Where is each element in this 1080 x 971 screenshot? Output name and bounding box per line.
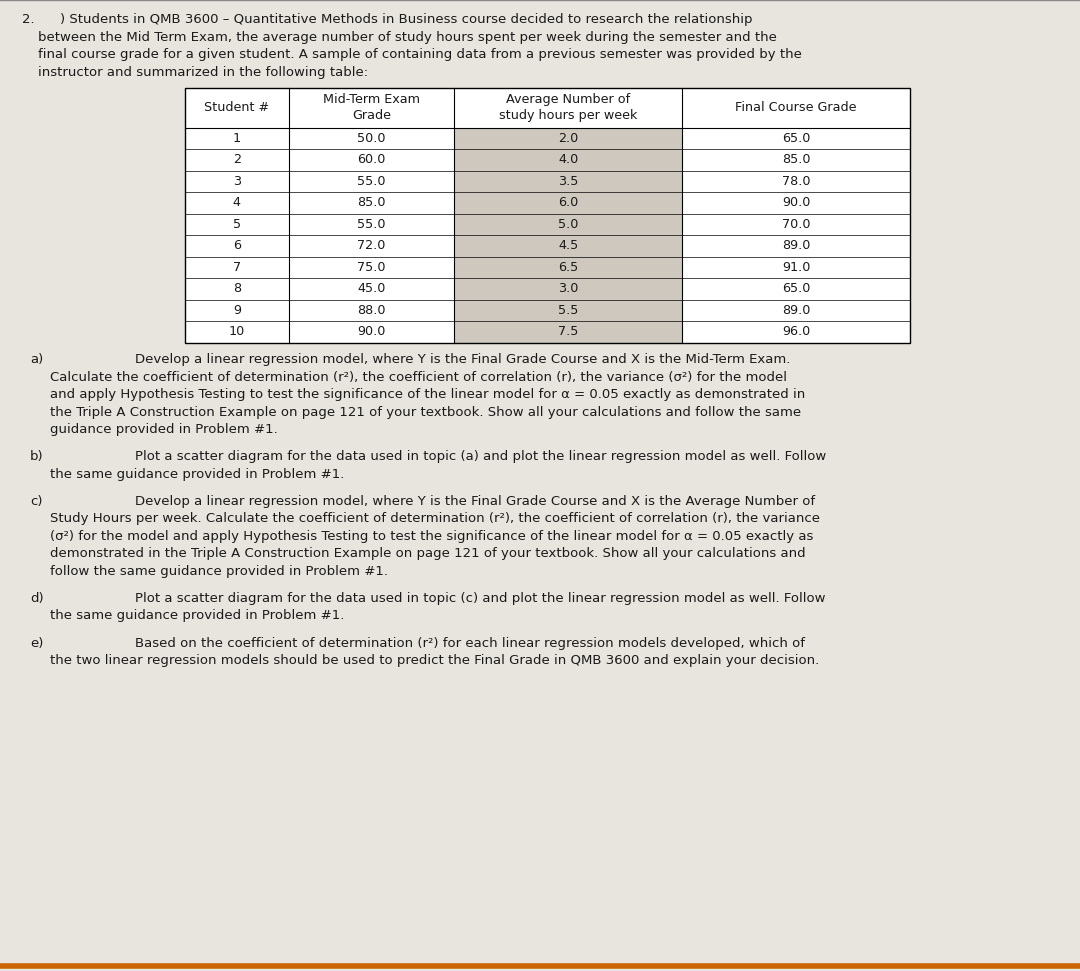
Text: Plot a scatter diagram for the data used in topic (a) and plot the linear regres: Plot a scatter diagram for the data used… xyxy=(135,451,826,463)
Text: Calculate the coefficient of determination (r²), the coefficient of correlation : Calculate the coefficient of determinati… xyxy=(50,371,787,384)
Text: follow the same guidance provided in Problem #1.: follow the same guidance provided in Pro… xyxy=(50,565,388,578)
Text: 70.0: 70.0 xyxy=(782,218,810,231)
Bar xyxy=(454,150,683,171)
Bar xyxy=(454,214,683,235)
Text: 9: 9 xyxy=(233,304,241,317)
Bar xyxy=(185,127,910,150)
Text: Develop a linear regression model, where Y is the Final Grade Course and X is th: Develop a linear regression model, where… xyxy=(135,353,791,366)
Bar xyxy=(185,256,910,278)
Text: (σ²) for the model and apply Hypothesis Testing to test the significance of the : (σ²) for the model and apply Hypothesis … xyxy=(50,530,813,543)
Bar xyxy=(454,321,683,343)
Text: 4.5: 4.5 xyxy=(558,240,578,252)
Text: d): d) xyxy=(30,592,43,605)
Text: Final Course Grade: Final Course Grade xyxy=(735,101,856,115)
Text: 89.0: 89.0 xyxy=(782,240,810,252)
Text: e): e) xyxy=(30,637,43,650)
Text: 91.0: 91.0 xyxy=(782,261,810,274)
Text: 3.0: 3.0 xyxy=(558,283,579,295)
Bar xyxy=(185,171,910,192)
Bar xyxy=(454,300,683,321)
Bar xyxy=(454,256,683,278)
Text: b): b) xyxy=(30,451,43,463)
Text: 2: 2 xyxy=(233,153,241,166)
Bar xyxy=(185,321,910,343)
Text: 55.0: 55.0 xyxy=(357,218,386,231)
Text: Study Hours per week. Calculate the coefficient of determination (r²), the coeff: Study Hours per week. Calculate the coef… xyxy=(50,513,820,525)
Text: 2.0: 2.0 xyxy=(558,132,578,145)
Text: a): a) xyxy=(30,353,43,366)
Text: Mid-Term Exam
Grade: Mid-Term Exam Grade xyxy=(323,93,420,122)
Text: 45.0: 45.0 xyxy=(357,283,386,295)
Bar xyxy=(185,87,910,343)
Bar xyxy=(185,150,910,171)
Text: 3: 3 xyxy=(233,175,241,187)
Text: between the Mid Term Exam, the average number of study hours spent per week duri: between the Mid Term Exam, the average n… xyxy=(38,31,777,44)
Text: ) Students in QMB 3600 – Quantitative Methods in Business course decided to rese: ) Students in QMB 3600 – Quantitative Me… xyxy=(60,14,753,26)
Bar xyxy=(185,87,910,127)
Text: demonstrated in the Triple A Construction Example on page 121 of your textbook. : demonstrated in the Triple A Constructio… xyxy=(50,548,806,560)
Text: 4: 4 xyxy=(233,196,241,210)
Text: the same guidance provided in Problem #1.: the same guidance provided in Problem #1… xyxy=(50,610,345,622)
Text: 65.0: 65.0 xyxy=(782,132,810,145)
Text: instructor and summarized in the following table:: instructor and summarized in the followi… xyxy=(38,66,368,79)
Text: 72.0: 72.0 xyxy=(357,240,386,252)
Bar xyxy=(185,300,910,321)
Text: 5: 5 xyxy=(233,218,241,231)
Bar xyxy=(454,192,683,214)
Text: and apply Hypothesis Testing to test the significance of the linear model for α : and apply Hypothesis Testing to test the… xyxy=(50,388,806,401)
Text: 85.0: 85.0 xyxy=(357,196,386,210)
Text: 4.0: 4.0 xyxy=(558,153,578,166)
Bar xyxy=(185,192,910,214)
Text: 8: 8 xyxy=(233,283,241,295)
Text: 89.0: 89.0 xyxy=(782,304,810,317)
Text: Average Number of
study hours per week: Average Number of study hours per week xyxy=(499,93,637,122)
Text: 5.5: 5.5 xyxy=(558,304,579,317)
Bar xyxy=(454,235,683,256)
Text: final course grade for a given student. A sample of containing data from a previ: final course grade for a given student. … xyxy=(38,49,801,61)
Text: 90.0: 90.0 xyxy=(782,196,810,210)
Text: 60.0: 60.0 xyxy=(357,153,386,166)
Bar xyxy=(185,214,910,235)
Text: the two linear regression models should be used to predict the Final Grade in QM: the two linear regression models should … xyxy=(50,654,820,667)
Text: Based on the coefficient of determination (r²) for each linear regression models: Based on the coefficient of determinatio… xyxy=(135,637,805,650)
Text: 50.0: 50.0 xyxy=(357,132,386,145)
Text: Student #: Student # xyxy=(204,101,269,115)
Text: 6: 6 xyxy=(233,240,241,252)
Text: c): c) xyxy=(30,495,42,508)
Bar xyxy=(454,171,683,192)
Bar xyxy=(185,235,910,256)
Text: 5.0: 5.0 xyxy=(558,218,579,231)
Text: 85.0: 85.0 xyxy=(782,153,810,166)
Bar xyxy=(454,278,683,300)
Text: 2.: 2. xyxy=(22,14,35,26)
Text: 65.0: 65.0 xyxy=(782,283,810,295)
Text: 88.0: 88.0 xyxy=(357,304,386,317)
Text: 78.0: 78.0 xyxy=(782,175,810,187)
Text: Plot a scatter diagram for the data used in topic (c) and plot the linear regres: Plot a scatter diagram for the data used… xyxy=(135,592,825,605)
Text: 6.0: 6.0 xyxy=(558,196,578,210)
Text: 7: 7 xyxy=(233,261,241,274)
Text: 1: 1 xyxy=(233,132,241,145)
Bar xyxy=(185,278,910,300)
Bar xyxy=(454,127,683,150)
Text: the Triple A Construction Example on page 121 of your textbook. Show all your ca: the Triple A Construction Example on pag… xyxy=(50,406,801,419)
Text: guidance provided in Problem #1.: guidance provided in Problem #1. xyxy=(50,423,278,436)
Text: Develop a linear regression model, where Y is the Final Grade Course and X is th: Develop a linear regression model, where… xyxy=(135,495,815,508)
Text: 96.0: 96.0 xyxy=(782,325,810,338)
Text: 7.5: 7.5 xyxy=(558,325,579,338)
Text: the same guidance provided in Problem #1.: the same guidance provided in Problem #1… xyxy=(50,468,345,481)
Text: 10: 10 xyxy=(229,325,245,338)
Text: 90.0: 90.0 xyxy=(357,325,386,338)
Text: 55.0: 55.0 xyxy=(357,175,386,187)
Text: 6.5: 6.5 xyxy=(558,261,578,274)
Text: 75.0: 75.0 xyxy=(357,261,386,274)
Text: 3.5: 3.5 xyxy=(558,175,579,187)
